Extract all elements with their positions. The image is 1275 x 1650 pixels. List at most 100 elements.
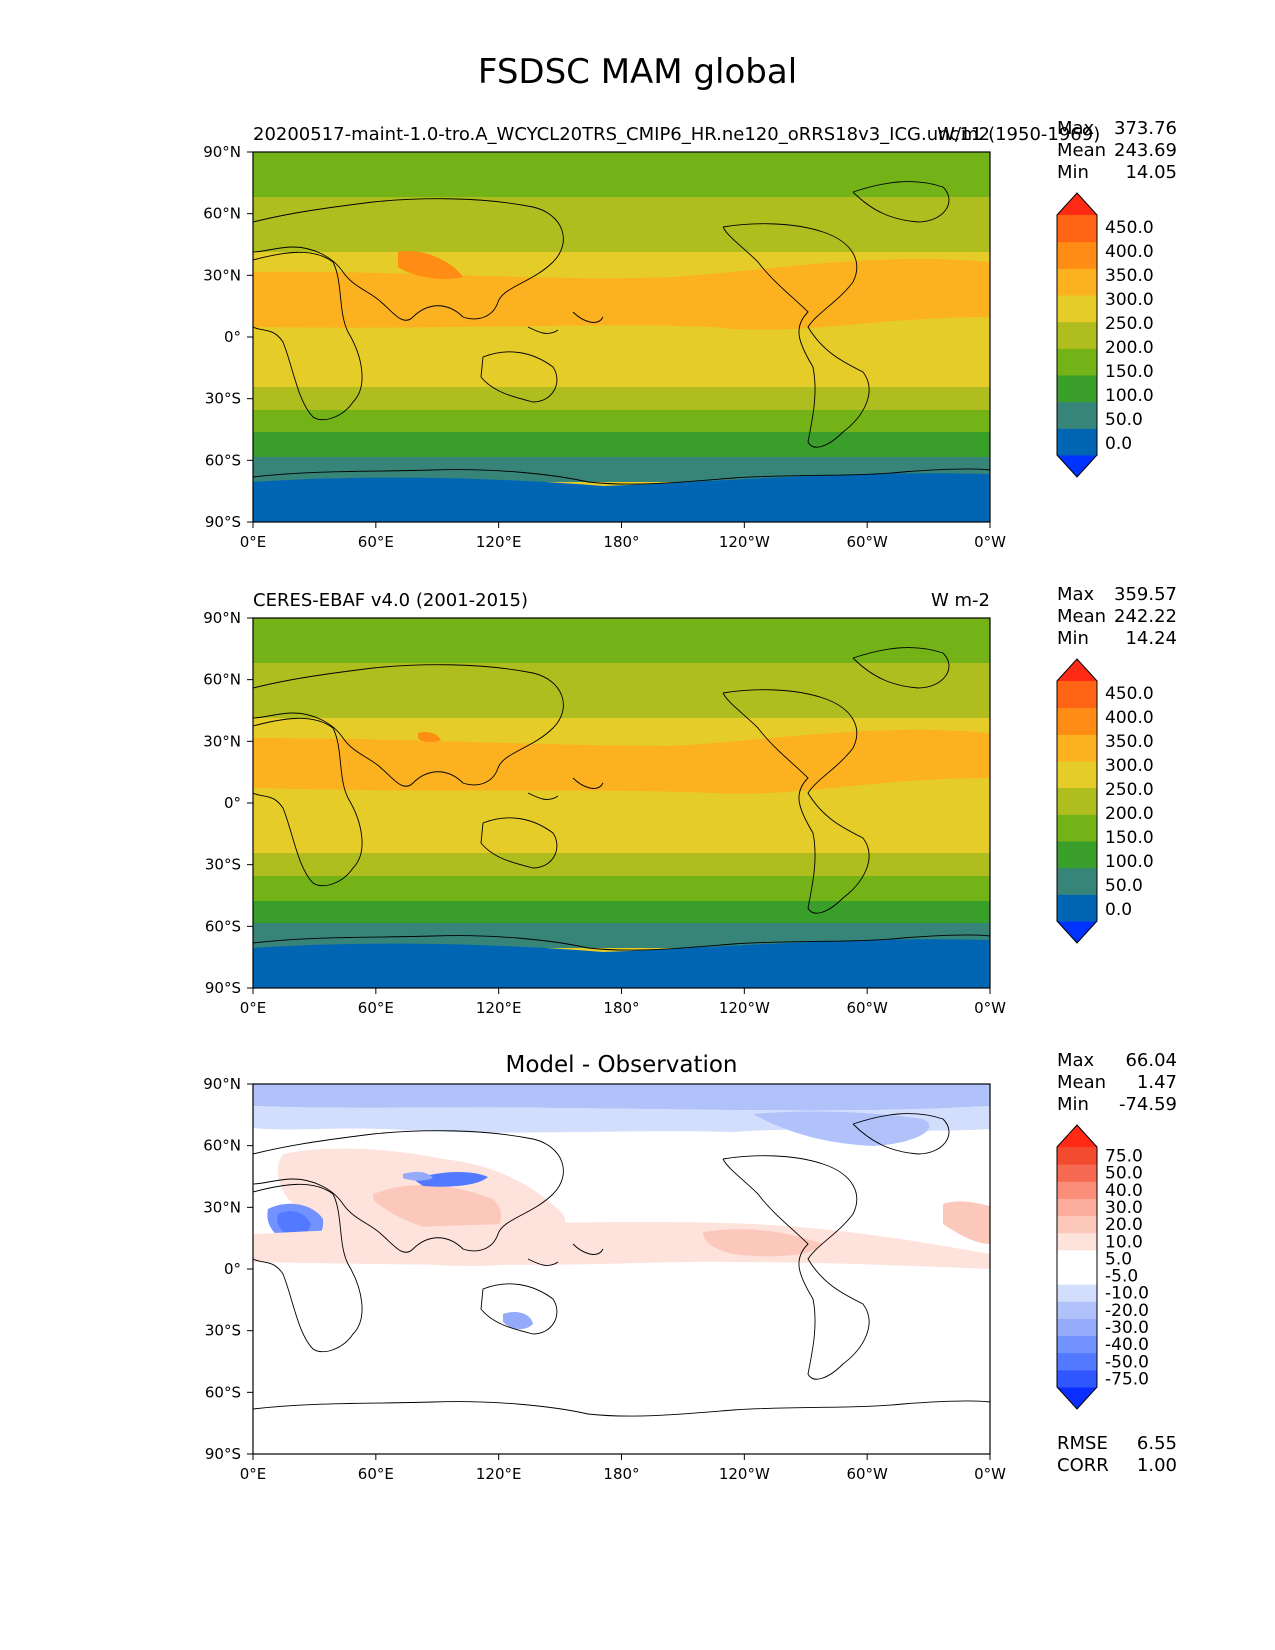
x-tick-label: 120°W (719, 999, 770, 1017)
colorbar-outline (1056, 658, 1098, 944)
stat-label: Mean (1057, 606, 1106, 627)
stat-label: Min (1057, 1094, 1089, 1115)
y-tick-label: 90°N (203, 1075, 241, 1093)
colorbar-extend-min (1057, 921, 1097, 943)
panel-title-left: 20200517-maint-1.0-tro.A_WCYCL20TRS_CMIP… (253, 124, 1100, 145)
colorbar-segment (1057, 401, 1097, 429)
colorbar-tick-label: 30.0 (1105, 1198, 1143, 1218)
colorbar-extend-max (1057, 193, 1097, 215)
colorbar-segment (1057, 348, 1097, 376)
x-tick-label: 0°W (974, 1465, 1006, 1483)
colorbar-segment (1057, 1198, 1097, 1217)
colorbar-segment (1057, 295, 1097, 323)
y-tick-label: 30°N (203, 732, 241, 750)
colorbar-segment (1057, 1267, 1097, 1285)
colorbar-segment (1057, 241, 1097, 269)
stat-label: Min (1057, 162, 1089, 183)
x-tick-label: 120°W (719, 533, 770, 551)
y-tick-group: 90°N 60°N 30°N 0° 30°S 60°S 90°S (203, 609, 253, 997)
colorbar-segment (1057, 1369, 1097, 1388)
colorbar-tick-label: 300.0 (1105, 756, 1154, 776)
y-tick-label: 60°S (205, 1383, 241, 1401)
colorbar-tick-label: 300.0 (1105, 290, 1154, 310)
colorbar-segment (1057, 761, 1097, 789)
colorbar-tick-label: 0.0 (1105, 434, 1132, 454)
extra-stats-difference: RMSE 6.55 CORR 1.00 (1057, 1433, 1177, 1476)
colorbar-tick-label: 350.0 (1105, 266, 1154, 286)
stat-value: 66.04 (1125, 1050, 1177, 1071)
colorbar-outline (1056, 192, 1098, 478)
stat-label: Min (1057, 628, 1089, 649)
panel-model: 90°N 60°N 30°N 0° 30°S 60°S 90°S 0°E 60°E 120°E 1… (203, 124, 1100, 551)
stat-value: 243.69 (1114, 140, 1177, 161)
colorbar-segment (1057, 375, 1097, 403)
y-tick-label: 30°S (205, 390, 241, 408)
colorbar-segment (1057, 681, 1097, 709)
coastline (253, 647, 990, 951)
colorbar-difference: 75.050.040.030.020.010.05.0-5.0-10.0-20.… (1056, 1124, 1149, 1410)
x-tick-label: 180° (603, 999, 639, 1017)
colorbar-tick-label: 350.0 (1105, 732, 1154, 752)
colorbar-segment (1057, 1181, 1097, 1199)
stat-value: 373.76 (1114, 118, 1177, 139)
colorbar-segment (1057, 734, 1097, 762)
extra-stat-value: 1.00 (1137, 1455, 1177, 1476)
colorbar-extend-min (1057, 455, 1097, 477)
colorbar-segment (1057, 707, 1097, 735)
x-tick-label: 0°E (240, 1465, 267, 1483)
colorbar-tick-label: -75.0 (1105, 1369, 1149, 1389)
y-tick-label: 60°N (203, 1137, 241, 1155)
colorbar-observation: 450.0 400.0 350.0 300.0 250.0 200.0 150.0 100.0… (1056, 658, 1154, 944)
colorbar-segment (1057, 1249, 1097, 1268)
colorbar-segment (1057, 321, 1097, 349)
colorbar-segment (1057, 1147, 1097, 1165)
stat-label: Mean (1057, 140, 1106, 161)
y-tick-label: 60°N (203, 205, 241, 223)
colorbar-tick-label: -40.0 (1105, 1335, 1149, 1355)
stats-difference: Max 66.04 Mean 1.47 Min -74.59 (1057, 1050, 1177, 1115)
x-tick-label: 60°E (358, 999, 394, 1017)
colorbar-tick-label: 50.0 (1105, 410, 1143, 430)
colorbar-tick-label: 200.0 (1105, 338, 1154, 358)
colorbar-segment (1057, 268, 1097, 296)
y-tick-label: 90°N (203, 143, 241, 161)
colorbar-segment (1057, 1352, 1097, 1371)
colorbar-tick-label: 75.0 (1105, 1147, 1143, 1167)
colorbar-tick-label: 400.0 (1105, 708, 1154, 728)
panel-difference: 90°N 60°N 30°N 0° 30°S 60°S 90°S 0°E 60°E 120°E 1… (203, 1052, 1006, 1483)
y-tick-label: 60°S (205, 917, 241, 935)
map-field-model (253, 152, 990, 522)
colorbar-segment (1057, 814, 1097, 842)
colorbar-tick-label: -20.0 (1105, 1301, 1149, 1321)
colorbar-segment (1057, 215, 1097, 243)
y-tick-group: 90°N 60°N 30°N 0° 30°S 60°S 90°S (203, 1075, 253, 1463)
stat-value: 14.05 (1125, 162, 1177, 183)
x-tick-label: 120°E (476, 1465, 522, 1483)
colorbar-extend-max (1057, 659, 1097, 681)
colorbar-tick-label: -5.0 (1105, 1267, 1138, 1287)
stat-label: Max (1057, 584, 1095, 605)
stats-observation: Max 359.57 Mean 242.22 Min 14.24 (1057, 584, 1177, 649)
colorbar-segment (1057, 1335, 1097, 1354)
colorbar-extend-max (1057, 1125, 1097, 1147)
stat-label: Max (1057, 118, 1095, 139)
coastline (253, 181, 990, 485)
colorbar-tick-label: 200.0 (1105, 804, 1154, 824)
stats-model: Max 373.76 Mean 243.69 Min 14.05 (1057, 118, 1177, 183)
colorbar-tick-label: 50.0 (1105, 1164, 1143, 1184)
y-tick-label: 0° (224, 1260, 241, 1278)
colorbar-tick-label: 40.0 (1105, 1181, 1143, 1201)
x-tick-label: 180° (603, 1465, 639, 1483)
x-tick-label: 60°E (358, 533, 394, 551)
map-field-difference (253, 1084, 990, 1454)
y-tick-label: 60°S (205, 451, 241, 469)
x-tick-label: 120°W (719, 1465, 770, 1483)
colorbar-tick-label: 10.0 (1105, 1232, 1143, 1252)
stat-label: Mean (1057, 1072, 1106, 1093)
colorbar-segment (1057, 867, 1097, 895)
colorbar-tick-label: 50.0 (1105, 876, 1143, 896)
stat-value: 242.22 (1114, 606, 1177, 627)
colorbar-segment (1057, 1164, 1097, 1182)
x-tick-group: 0°E 60°E 120°E 180° 120°W 60°W 0°W (240, 988, 1006, 1017)
colorbar-outline (1056, 1124, 1098, 1410)
